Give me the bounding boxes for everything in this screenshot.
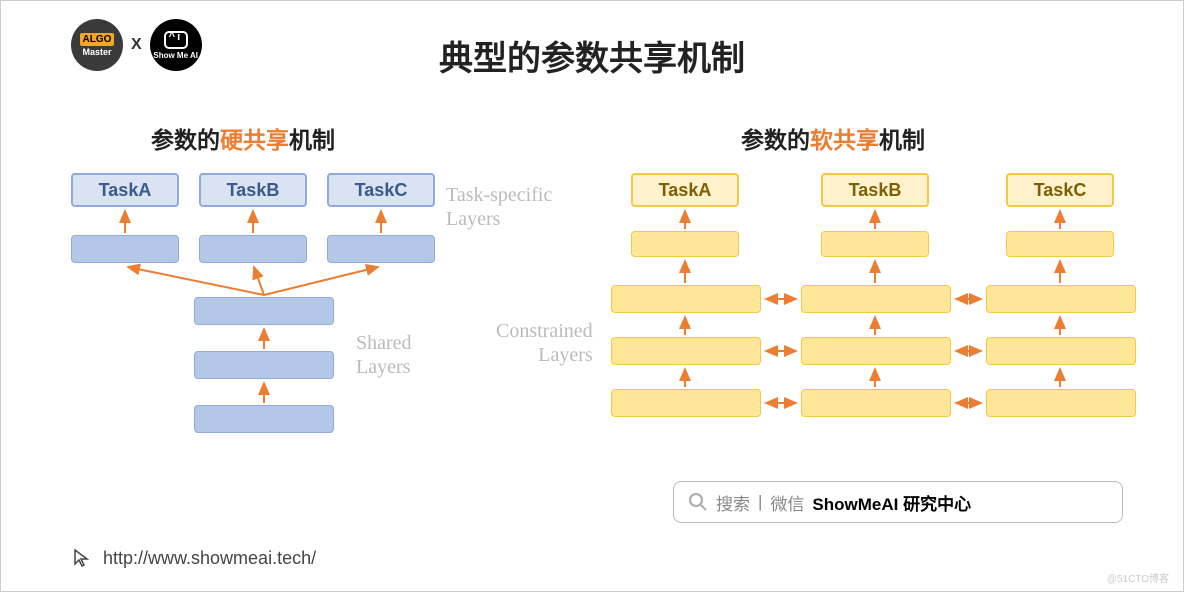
constrained-layer-box: [986, 389, 1136, 417]
text: Task-specific: [446, 184, 552, 206]
text: 参数的: [151, 127, 220, 153]
text: 搜索: [716, 490, 750, 515]
soft-sharing-diagram: TaskATaskBTaskC Constrained Layers: [606, 169, 1166, 489]
slide: ALGO Master X Show Me AI 典型的参数共享机制 参数的硬共…: [0, 0, 1184, 592]
constrained-layer-box: [801, 337, 951, 365]
constrained-layer-box: [986, 285, 1136, 313]
text: Constrained: [496, 320, 593, 342]
task-box: TaskC: [1006, 173, 1114, 207]
constrained-layer-box: [986, 337, 1136, 365]
cursor-icon: [71, 547, 93, 569]
constrained-layers-label: Constrained Layers: [496, 319, 593, 367]
layer-box: [199, 235, 307, 263]
layer-box: [1006, 231, 1114, 257]
task-box: TaskB: [199, 173, 307, 207]
constrained-layer-box: [611, 337, 761, 365]
task-box: TaskA: [71, 173, 179, 207]
url-footer: http://www.showmeai.tech/: [71, 547, 316, 569]
watermark: @51CTO博客: [1107, 570, 1169, 585]
text: Layers: [356, 356, 410, 378]
url-text: http://www.showmeai.tech/: [103, 548, 316, 569]
constrained-layer-box: [611, 389, 761, 417]
shared-layers-label: Shared Layers: [356, 331, 412, 379]
text: Layers: [538, 344, 592, 366]
text: 机制: [289, 127, 335, 153]
highlight: 软共享: [810, 127, 879, 153]
highlight: 硬共享: [220, 127, 289, 153]
task-specific-label: Task-specific Layers: [446, 183, 552, 231]
search-bold: ShowMeAI 研究中心: [812, 490, 971, 515]
hard-sharing-diagram: TaskA TaskB TaskC Task-specific Layers Sha…: [66, 169, 566, 489]
layer-box: [327, 235, 435, 263]
shared-layer-box: [194, 351, 334, 379]
arrows-svg: [606, 169, 1166, 489]
constrained-layer-box: [611, 285, 761, 313]
page-title: 典型的参数共享机制: [1, 31, 1183, 80]
search-icon: [688, 492, 708, 512]
search-hint-box: 搜索 | 微信 ShowMeAI 研究中心: [673, 481, 1123, 523]
separator: |: [758, 492, 762, 512]
layer-box: [821, 231, 929, 257]
text: 参数的: [741, 127, 810, 153]
shared-layer-box: [194, 405, 334, 433]
text: 机制: [879, 127, 925, 153]
constrained-layer-box: [801, 285, 951, 313]
shared-layer-box: [194, 297, 334, 325]
text: 微信: [770, 490, 804, 515]
task-box: TaskA: [631, 173, 739, 207]
task-box: TaskC: [327, 173, 435, 207]
right-subtitle: 参数的软共享机制: [741, 121, 925, 155]
layer-box: [631, 231, 739, 257]
text: Layers: [446, 208, 500, 230]
left-subtitle: 参数的硬共享机制: [151, 121, 335, 155]
text: Shared: [356, 332, 412, 354]
task-box: TaskB: [821, 173, 929, 207]
constrained-layer-box: [801, 389, 951, 417]
layer-box: [71, 235, 179, 263]
